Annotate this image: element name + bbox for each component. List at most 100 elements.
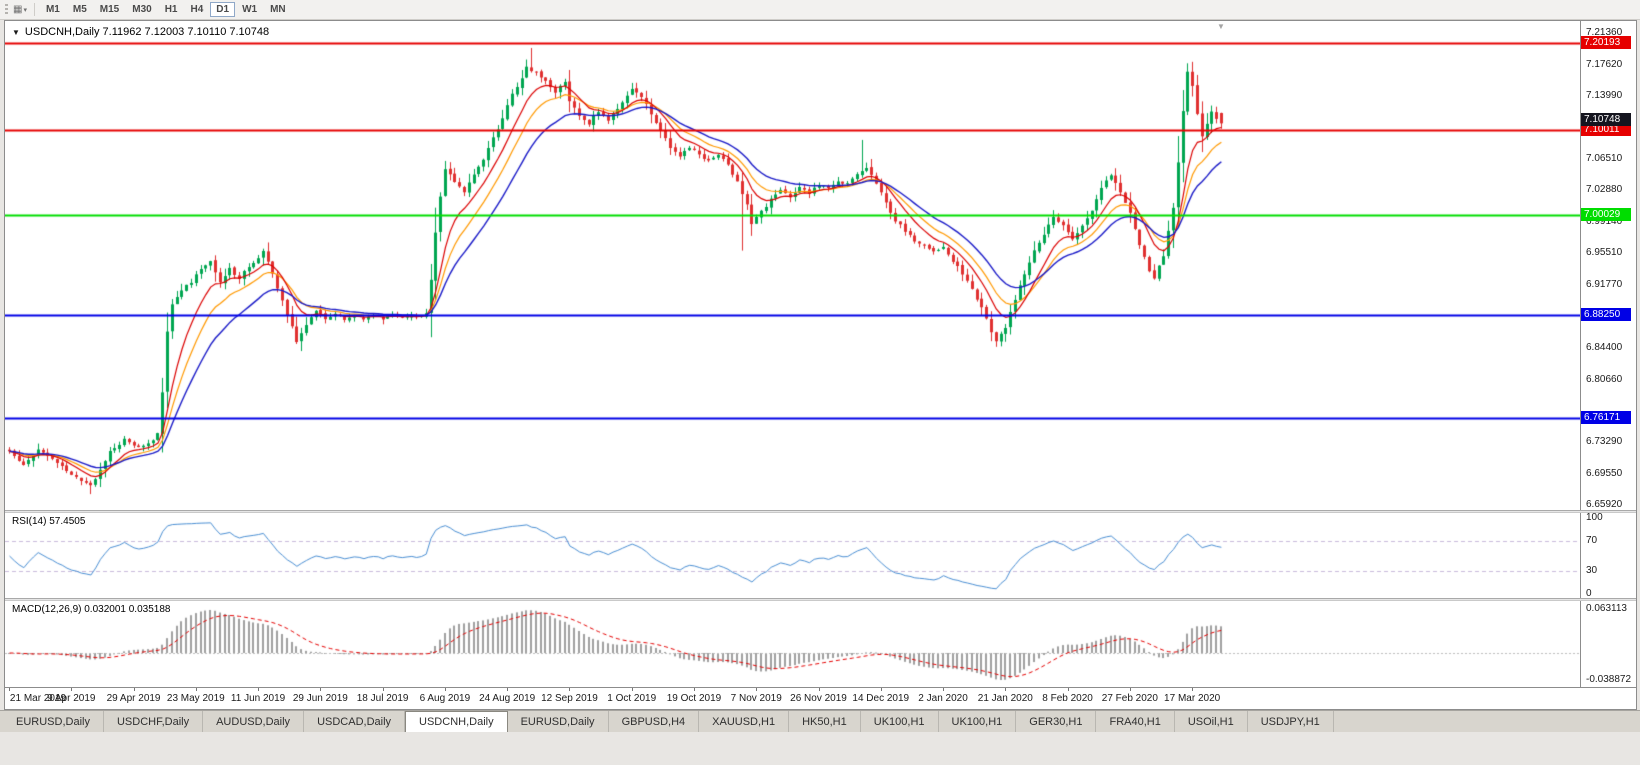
chart-tab-xauusd-h1[interactable]: XAUUSD,H1 xyxy=(699,711,790,732)
chart-tab-usoil-h1[interactable]: USOil,H1 xyxy=(1175,711,1248,732)
date-tick xyxy=(694,688,695,691)
rsi-indicator-label: RSI(14) 57.4505 xyxy=(12,516,86,527)
axis-price-label: 6.65920 xyxy=(1586,499,1623,510)
chart-tab-usdcnh-daily[interactable]: USDCNH,Daily xyxy=(405,711,508,732)
price-axis[interactable]: 7.21360 7.17620 7.13990 7.06510 7.02880 6.991… xyxy=(1580,21,1636,687)
date-tick xyxy=(196,688,197,691)
chart-tab-eurusd-daily[interactable]: EURUSD,Daily xyxy=(508,711,609,732)
date-axis-label: 19 Oct 2019 xyxy=(666,693,722,704)
hline-price-tag: 7.20193 xyxy=(1581,36,1631,49)
axis-price-label: 6.95510 xyxy=(1586,247,1623,258)
axis-rsi-label: 100 xyxy=(1586,512,1603,523)
date-axis-label: 26 Nov 2019 xyxy=(790,693,847,704)
timeframe-button-m15[interactable]: M15 xyxy=(99,4,120,15)
axis-price-label: 6.84400 xyxy=(1586,342,1623,353)
timeframe-button-w1[interactable]: W1 xyxy=(242,4,258,15)
timeframe-button-h4[interactable]: H4 xyxy=(190,4,204,15)
chart-tab-audusd-daily[interactable]: AUDUSD,Daily xyxy=(203,711,305,732)
date-tick xyxy=(258,688,259,691)
chart-window: ▼ USDCNH,Daily 7.11962 7.12003 7.10110 7… xyxy=(4,20,1637,710)
date-axis-label: 8 Feb 2020 xyxy=(1042,693,1093,704)
chart-tab-hk50-h1[interactable]: HK50,H1 xyxy=(789,711,861,732)
date-tick xyxy=(71,688,72,691)
panel-resize-divider[interactable] xyxy=(5,598,1636,601)
date-axis-label: 12 Sep 2019 xyxy=(541,693,598,704)
timeframe-buttons: M1 M5 M15 M30 H1 H4 D1 W1 MN xyxy=(40,2,293,17)
axis-price-label: 6.80660 xyxy=(1586,374,1623,385)
chart-tab-usdjpy-h1[interactable]: USDJPY,H1 xyxy=(1248,711,1334,732)
date-tick xyxy=(819,688,820,691)
date-axis[interactable]: 21 Mar 2019 9 Apr 2019 29 Apr 2019 23 May 2… xyxy=(5,687,1636,707)
chart-tab-uk100-h1[interactable]: UK100,H1 xyxy=(939,711,1017,732)
date-tick xyxy=(1005,688,1006,691)
panel-resize-divider[interactable] xyxy=(5,510,1636,513)
date-axis-label: 21 Jan 2020 xyxy=(977,693,1033,704)
chart-tab-ger30-h1[interactable]: GER30,H1 xyxy=(1016,711,1097,732)
periods-icon[interactable]: ▦ xyxy=(13,3,23,15)
date-tick xyxy=(1130,688,1131,691)
chart-tab-fra40-h1[interactable]: FRA40,H1 xyxy=(1096,711,1175,732)
axis-price-label: 7.21360 xyxy=(1586,27,1623,38)
chart-tab-eurusd-daily[interactable]: EURUSD,Daily xyxy=(3,711,104,732)
date-axis-label: 11 Jun 2019 xyxy=(230,693,286,704)
toolbar-grip[interactable] xyxy=(5,3,8,16)
timeframe-button-m30[interactable]: M30 xyxy=(132,4,152,15)
date-axis-label: 17 Mar 2020 xyxy=(1164,693,1221,704)
axis-rsi-label: 0 xyxy=(1586,588,1592,599)
timeframe-button-m1[interactable]: M1 xyxy=(45,4,60,15)
chart-tabs-bar: EURUSD,Daily USDCHF,Daily AUDUSD,Daily USDC… xyxy=(0,710,1640,732)
date-tick xyxy=(383,688,384,691)
date-tick xyxy=(9,688,10,691)
date-tick xyxy=(1068,688,1069,691)
chart-tab-uk100-h1[interactable]: UK100,H1 xyxy=(861,711,939,732)
axis-rsi-label: 30 xyxy=(1586,565,1598,576)
timeframe-button-m5[interactable]: M5 xyxy=(72,4,87,15)
axis-macd-min-label: -0.038872 xyxy=(1586,674,1632,685)
date-tick xyxy=(881,688,882,691)
chart-title-text: USDCNH,Daily 7.11962 7.12003 7.10110 7.1… xyxy=(24,26,270,38)
date-axis-label: 18 Jul 2019 xyxy=(356,693,409,704)
toolbar-separator xyxy=(33,3,35,16)
chart-title: ▼ USDCNH,Daily 7.11962 7.12003 7.10110 7… xyxy=(12,26,269,38)
rsi-panel-canvas[interactable] xyxy=(5,513,1580,598)
axis-price-label: 7.02880 xyxy=(1586,184,1623,195)
timeframe-button-d1[interactable]: D1 xyxy=(210,2,236,17)
date-axis-label: 29 Apr 2019 xyxy=(106,693,161,704)
date-tick xyxy=(1192,688,1193,691)
chart-tab-gbpusd-h4[interactable]: GBPUSD,H4 xyxy=(609,711,700,732)
chart-shift-marker-icon: ▼ xyxy=(1217,22,1225,31)
date-axis-label: 9 Apr 2019 xyxy=(47,693,96,704)
axis-price-label: 6.73290 xyxy=(1586,436,1623,447)
timeframe-button-h1[interactable]: H1 xyxy=(164,4,178,15)
chevron-down-icon[interactable]: ▾ xyxy=(23,6,27,14)
macd-indicator-label: MACD(12,26,9) 0.032001 0.035188 xyxy=(12,604,171,615)
date-axis-label: 7 Nov 2019 xyxy=(730,693,782,704)
axis-price-label: 7.13990 xyxy=(1586,90,1623,101)
date-tick xyxy=(569,688,570,691)
date-axis-label: 21 Mar 2019 xyxy=(9,693,67,704)
axis-price-label: 7.17620 xyxy=(1586,59,1623,70)
axis-macd-max-label: 0.063113 xyxy=(1586,603,1627,614)
date-axis-label: 2 Jan 2020 xyxy=(918,693,968,704)
hline-price-tag: 6.76171 xyxy=(1581,411,1631,424)
timeframe-toolbar: ▦ ▾ M1 M5 M15 M30 H1 H4 D1 W1 MN xyxy=(0,0,1640,20)
date-tick xyxy=(507,688,508,691)
axis-rsi-label: 70 xyxy=(1586,535,1598,546)
chart-tab-usdchf-daily[interactable]: USDCHF,Daily xyxy=(104,711,204,732)
date-axis-label: 29 Jun 2019 xyxy=(292,693,348,704)
macd-panel-canvas[interactable] xyxy=(5,601,1580,687)
date-axis-label: 27 Feb 2020 xyxy=(1101,693,1158,704)
date-tick xyxy=(445,688,446,691)
status-strip xyxy=(0,732,1640,765)
date-tick xyxy=(134,688,135,691)
date-tick xyxy=(632,688,633,691)
one-click-trading-icon[interactable]: ▼ xyxy=(12,27,20,37)
chart-tab-usdcad-daily[interactable]: USDCAD,Daily xyxy=(304,711,406,732)
date-axis-label: 6 Aug 2019 xyxy=(419,693,471,704)
axis-price-label: 6.69550 xyxy=(1586,468,1623,479)
date-tick xyxy=(756,688,757,691)
date-axis-label: 14 Dec 2019 xyxy=(852,693,910,704)
price-chart-canvas[interactable] xyxy=(5,21,1580,510)
timeframe-button-mn[interactable]: MN xyxy=(270,4,286,15)
